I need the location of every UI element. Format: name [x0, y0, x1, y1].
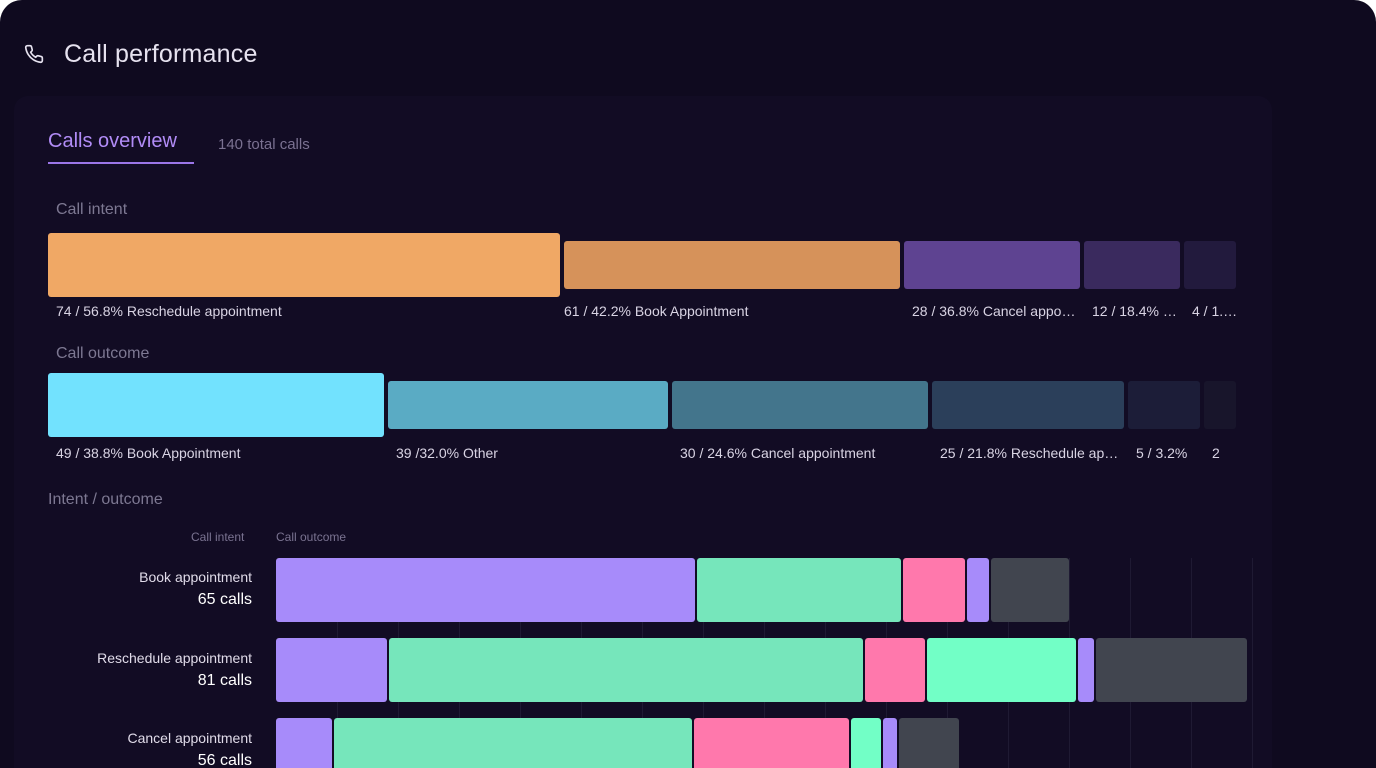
tab-calls-overview[interactable]: Calls overview — [48, 130, 194, 164]
outcome-bar-tiny[interactable] — [1204, 381, 1236, 429]
stack-seg[interactable] — [903, 558, 965, 622]
outcome-bar-small[interactable] — [1128, 381, 1200, 429]
phone-icon — [24, 44, 44, 64]
intent-bar-small[interactable] — [1184, 241, 1236, 289]
intent-label-book: 61 / 42.2% Book Appointment — [564, 303, 749, 319]
stack-seg[interactable] — [276, 558, 695, 622]
row-calls-reschedule: 81 calls — [197, 672, 252, 689]
intent-bar-cancel[interactable] — [904, 241, 1080, 289]
row-title-book: Book appointment — [139, 569, 252, 585]
stack-seg[interactable] — [865, 638, 925, 702]
col-header-outcome: Call outcome — [276, 530, 347, 544]
outcome-label-cancel: 30 / 24.6% Cancel appointment — [680, 445, 876, 461]
row-title-reschedule: Reschedule appointment — [97, 650, 252, 666]
outcome-label-book: 49 / 38.8% Book Appointment — [56, 445, 241, 461]
intent-bar-other[interactable] — [1084, 241, 1180, 289]
col-header-intent: Call intent — [191, 530, 245, 544]
stack-seg[interactable] — [276, 638, 387, 702]
gridline — [1252, 558, 1253, 768]
intent-bar-book[interactable] — [564, 241, 900, 289]
intent-label-small: 4 / 1.5% — [1192, 303, 1240, 319]
outcome-bar-cancel[interactable] — [672, 381, 928, 429]
stack-seg[interactable] — [991, 558, 1069, 622]
row-calls-cancel: 56 calls — [197, 752, 252, 768]
outcome-label-small: 5 / 3.2% — [1136, 445, 1188, 461]
stack-seg[interactable] — [1096, 638, 1247, 702]
stack-seg[interactable] — [927, 638, 1076, 702]
outcome-bar-reschedule[interactable] — [932, 381, 1124, 429]
stack-seg[interactable] — [967, 558, 989, 622]
call-intent-label: Call intent — [56, 201, 128, 218]
stack-seg[interactable] — [883, 718, 897, 768]
stack-seg[interactable] — [334, 718, 692, 768]
row-title-cancel: Cancel appointment — [127, 730, 252, 746]
total-calls-count: 140 total calls — [218, 136, 310, 153]
outcome-bar-book[interactable] — [48, 373, 384, 437]
call-outcome-label: Call outcome — [56, 345, 150, 362]
stack-seg[interactable] — [697, 558, 901, 622]
outcome-bar-other[interactable] — [388, 381, 668, 429]
row-calls-book: 65 calls — [197, 591, 252, 608]
stack-seg[interactable] — [389, 638, 863, 702]
stack-seg[interactable] — [1078, 638, 1094, 702]
intent-label-reschedule: 74 / 56.8% Reschedule appointment — [56, 303, 282, 319]
intent-bar-reschedule[interactable] — [48, 233, 560, 297]
intent-outcome-label: Intent / outcome — [48, 491, 163, 508]
page-header: Call performance — [24, 38, 258, 70]
stack-seg[interactable] — [694, 718, 849, 768]
page-title: Call performance — [64, 39, 258, 68]
intent-label-cancel: 28 / 36.8% Cancel appointment — [912, 303, 1078, 319]
outcome-label-tiny: 2 — [1212, 445, 1220, 461]
stack-seg[interactable] — [899, 718, 959, 768]
outcome-label-other: 39 /32.0% Other — [396, 445, 498, 461]
stack-seg[interactable] — [276, 718, 332, 768]
stack-seg[interactable] — [851, 718, 881, 768]
intent-label-other: 12 / 18.4% Other — [1092, 303, 1180, 319]
outcome-label-reschedule: 25 / 21.8% Reschedule appointment — [940, 445, 1124, 461]
